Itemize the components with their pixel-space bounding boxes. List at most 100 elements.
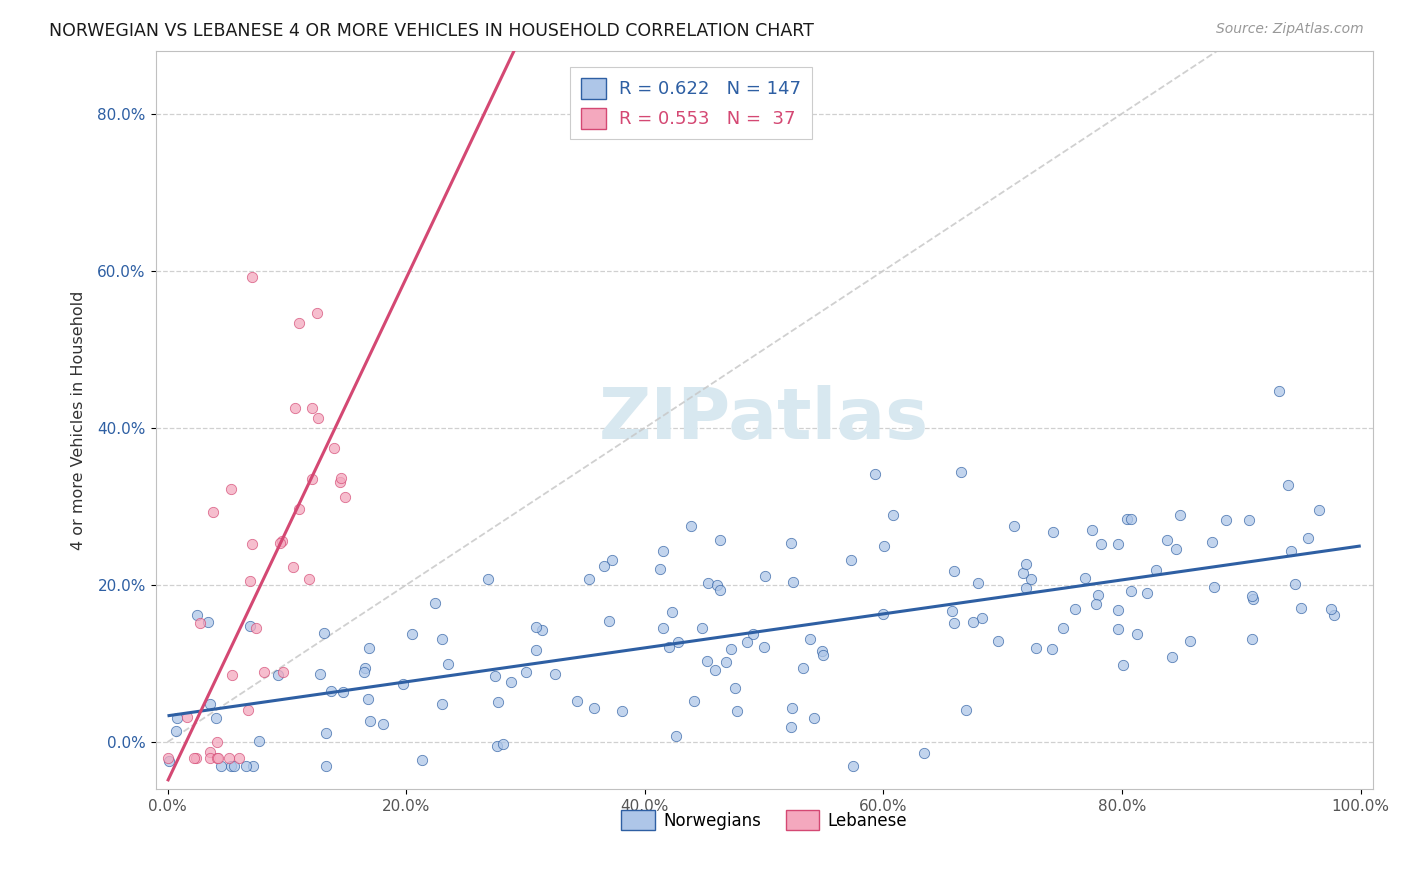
Point — [780, 701, 803, 715]
Point — [305, 306, 328, 320]
Point — [779, 536, 801, 550]
Point — [1115, 512, 1137, 526]
Point — [706, 578, 728, 592]
Point — [799, 632, 821, 647]
Point — [666, 635, 689, 649]
Point — [709, 533, 731, 548]
Point — [1284, 577, 1306, 591]
Point — [183, 751, 205, 765]
Point — [1178, 633, 1201, 648]
Point — [949, 466, 972, 480]
Point — [315, 758, 337, 772]
Point — [1241, 589, 1264, 603]
Point — [165, 723, 187, 738]
Point — [1081, 524, 1104, 538]
Point — [266, 668, 288, 682]
Point — [486, 695, 509, 709]
Point — [157, 754, 180, 768]
Point — [1323, 607, 1346, 622]
Point — [186, 608, 208, 623]
Point — [222, 758, 245, 772]
Point — [1202, 580, 1225, 594]
Point — [322, 441, 344, 455]
Point — [284, 401, 307, 415]
Text: NORWEGIAN VS LEBANESE 4 OR MORE VEHICLES IN HOUSEHOLD CORRELATION CHART: NORWEGIAN VS LEBANESE 4 OR MORE VEHICLES… — [49, 22, 814, 40]
Point — [176, 710, 198, 724]
Point — [943, 615, 966, 630]
Point — [661, 605, 683, 619]
Point — [1121, 512, 1143, 526]
Point — [725, 704, 748, 718]
Point — [359, 641, 381, 656]
Text: Source: ZipAtlas.com: Source: ZipAtlas.com — [1216, 22, 1364, 37]
Point — [704, 663, 727, 677]
Point — [312, 625, 335, 640]
Point — [842, 758, 865, 772]
Point — [485, 739, 508, 753]
Point — [665, 729, 688, 743]
Point — [218, 751, 240, 765]
Point — [1308, 503, 1330, 517]
Point — [1296, 531, 1319, 545]
Point — [242, 758, 264, 772]
Point — [240, 270, 263, 285]
Point — [235, 758, 257, 772]
Point — [301, 473, 323, 487]
Point — [1156, 533, 1178, 547]
Point — [245, 621, 267, 635]
Point — [354, 660, 377, 674]
Point — [1201, 534, 1223, 549]
Point — [401, 626, 423, 640]
Point — [221, 482, 243, 496]
Point — [658, 640, 681, 655]
Point — [813, 648, 835, 662]
Point — [742, 627, 765, 641]
Point — [219, 758, 242, 772]
Point — [330, 471, 353, 485]
Point — [484, 668, 506, 682]
Point — [411, 753, 433, 767]
Point — [1002, 519, 1025, 533]
Point — [1126, 626, 1149, 640]
Point — [567, 694, 589, 708]
Point — [501, 675, 523, 690]
Point — [247, 734, 270, 748]
Point — [1241, 592, 1264, 607]
Point — [1107, 622, 1129, 636]
Point — [792, 660, 814, 674]
Point — [863, 467, 886, 482]
Point — [432, 632, 454, 646]
Point — [600, 553, 623, 567]
Point — [515, 665, 537, 679]
Point — [524, 642, 547, 657]
Point — [353, 665, 375, 680]
Point — [198, 745, 221, 759]
Point — [221, 667, 243, 681]
Point — [236, 703, 259, 717]
Point — [524, 620, 547, 634]
Point — [650, 561, 672, 575]
Point — [288, 502, 311, 516]
Point — [873, 539, 896, 553]
Point — [709, 582, 731, 597]
Point — [492, 737, 515, 751]
Point — [1090, 537, 1112, 551]
Point — [228, 751, 250, 765]
Point — [198, 751, 221, 765]
Point — [942, 564, 965, 578]
Point — [1144, 563, 1167, 577]
Point — [967, 576, 990, 591]
Point — [1085, 597, 1108, 611]
Point — [1279, 543, 1302, 558]
Point — [1111, 657, 1133, 672]
Point — [690, 621, 713, 635]
Point — [1267, 384, 1289, 398]
Point — [714, 655, 737, 669]
Point — [724, 681, 747, 696]
Point — [872, 607, 894, 622]
Point — [811, 644, 834, 658]
Point — [598, 614, 620, 628]
Point — [1073, 571, 1095, 585]
Point — [301, 401, 323, 416]
Point — [307, 410, 329, 425]
